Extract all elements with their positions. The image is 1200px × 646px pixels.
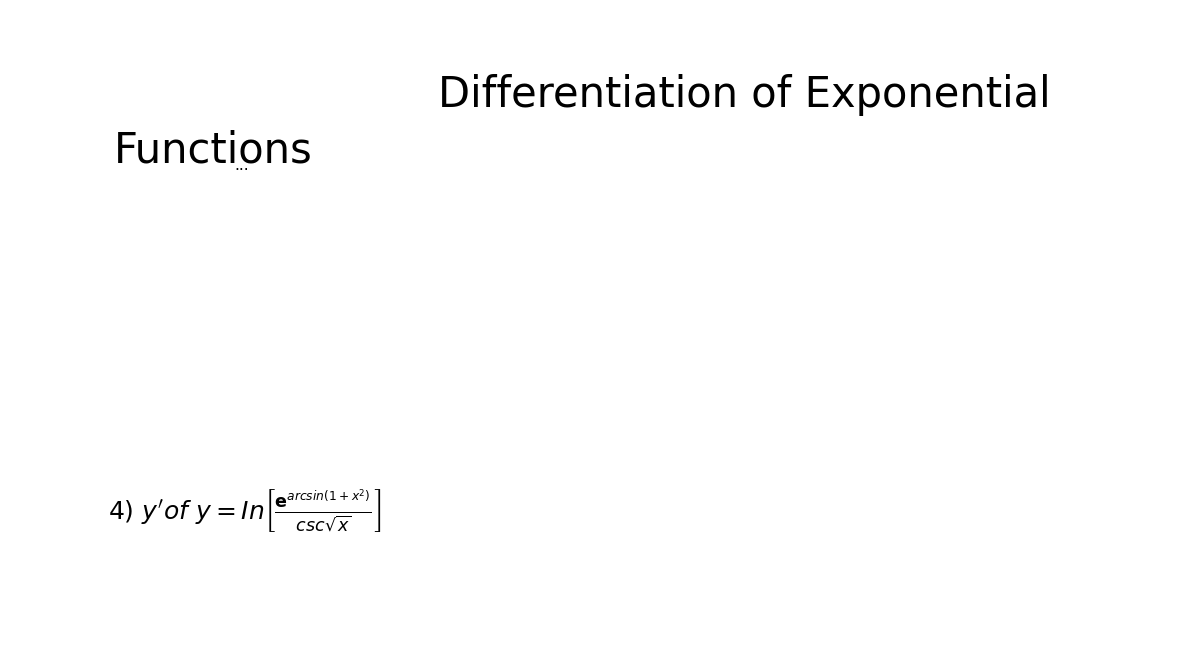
Text: $\bf{\mathit{4)\ y'of\ y = In}}\left[\frac{e^{\mathit{arcsin}\left(\mathit{1+x^2: $\bf{\mathit{4)\ y'of\ y = In}}\left[\fr… xyxy=(108,487,382,534)
Text: Functions: Functions xyxy=(114,129,313,171)
Text: ...: ... xyxy=(234,158,248,173)
Text: Differentiation of Exponential: Differentiation of Exponential xyxy=(438,74,1051,116)
